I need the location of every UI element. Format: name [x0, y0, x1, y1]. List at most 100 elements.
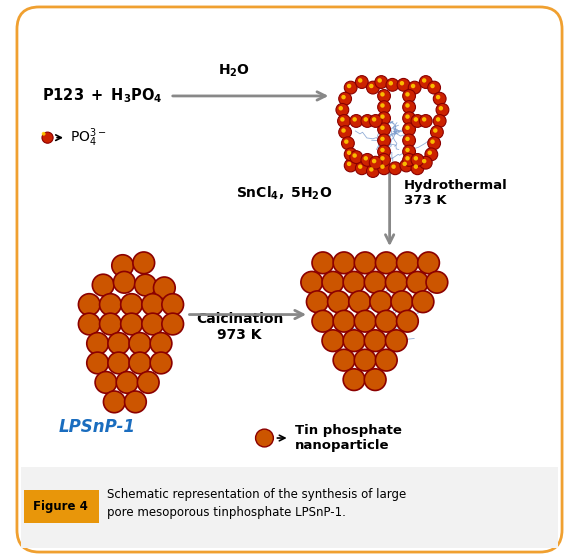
Text: LPSnP-1: LPSnP-1 — [59, 418, 136, 436]
Circle shape — [372, 117, 376, 122]
Circle shape — [369, 84, 373, 88]
FancyBboxPatch shape — [21, 467, 558, 548]
Circle shape — [336, 103, 349, 116]
Circle shape — [358, 164, 362, 169]
Circle shape — [413, 156, 418, 160]
Circle shape — [402, 162, 407, 166]
Circle shape — [431, 126, 444, 139]
Circle shape — [402, 112, 416, 125]
Circle shape — [380, 125, 384, 130]
Circle shape — [412, 291, 434, 312]
Circle shape — [378, 112, 390, 125]
Circle shape — [378, 123, 390, 136]
Circle shape — [430, 139, 435, 144]
Circle shape — [380, 164, 384, 169]
Circle shape — [356, 162, 368, 174]
Circle shape — [411, 115, 424, 127]
Circle shape — [255, 429, 273, 447]
Circle shape — [333, 349, 355, 371]
Circle shape — [375, 252, 397, 274]
Circle shape — [402, 89, 416, 102]
FancyBboxPatch shape — [17, 7, 562, 552]
Circle shape — [378, 78, 382, 83]
Circle shape — [427, 150, 432, 155]
Circle shape — [411, 84, 415, 88]
Circle shape — [369, 115, 382, 127]
Circle shape — [436, 103, 449, 116]
Circle shape — [386, 78, 399, 91]
Circle shape — [100, 293, 121, 315]
Circle shape — [364, 272, 386, 293]
Circle shape — [142, 313, 163, 335]
Circle shape — [439, 106, 443, 111]
Circle shape — [133, 252, 155, 274]
Circle shape — [419, 75, 432, 88]
Circle shape — [389, 81, 393, 86]
Circle shape — [413, 164, 418, 169]
Circle shape — [142, 293, 163, 315]
Circle shape — [428, 81, 441, 94]
Circle shape — [426, 272, 448, 293]
Circle shape — [386, 330, 407, 352]
Circle shape — [350, 115, 362, 127]
Circle shape — [405, 136, 410, 141]
Circle shape — [104, 391, 125, 413]
Circle shape — [380, 92, 384, 97]
Circle shape — [87, 333, 108, 354]
Circle shape — [364, 117, 368, 122]
Circle shape — [354, 310, 376, 332]
Circle shape — [372, 159, 376, 163]
Circle shape — [378, 145, 390, 158]
Circle shape — [339, 92, 351, 105]
Circle shape — [380, 103, 384, 108]
Circle shape — [402, 154, 416, 167]
Circle shape — [342, 137, 354, 150]
Circle shape — [354, 349, 376, 371]
Circle shape — [100, 313, 121, 335]
Circle shape — [312, 252, 334, 274]
Circle shape — [411, 154, 424, 167]
Circle shape — [356, 75, 368, 88]
Text: Schematic representation of the synthesis of large
pore mesoporous tinphosphate : Schematic representation of the synthesi… — [107, 488, 406, 519]
Circle shape — [406, 272, 428, 293]
Circle shape — [341, 128, 346, 132]
Circle shape — [433, 115, 446, 127]
Circle shape — [349, 291, 371, 312]
Circle shape — [380, 148, 384, 152]
Circle shape — [333, 310, 355, 332]
Text: $\mathbf{H_2O}$: $\mathbf{H_2O}$ — [218, 63, 250, 79]
Circle shape — [358, 78, 362, 83]
Circle shape — [341, 95, 346, 100]
Circle shape — [353, 117, 357, 122]
Circle shape — [134, 274, 156, 296]
FancyBboxPatch shape — [24, 490, 98, 523]
Circle shape — [150, 333, 172, 354]
Circle shape — [124, 391, 146, 413]
Circle shape — [162, 293, 184, 315]
Text: $\mathbf{P123\ +\ H_3PO_4}$: $\mathbf{P123\ +\ H_3PO_4}$ — [42, 87, 163, 105]
Circle shape — [350, 151, 362, 164]
Circle shape — [375, 310, 397, 332]
Circle shape — [78, 293, 100, 315]
Circle shape — [312, 310, 334, 332]
Circle shape — [391, 291, 413, 312]
Circle shape — [402, 134, 416, 147]
Circle shape — [400, 81, 404, 86]
Circle shape — [375, 75, 388, 88]
Circle shape — [129, 352, 151, 374]
Circle shape — [108, 333, 130, 354]
Circle shape — [378, 154, 390, 167]
Circle shape — [417, 252, 439, 274]
Circle shape — [343, 272, 365, 293]
Circle shape — [405, 156, 410, 160]
Circle shape — [347, 84, 351, 88]
Circle shape — [422, 78, 426, 83]
Circle shape — [380, 115, 384, 119]
Circle shape — [78, 313, 100, 335]
Circle shape — [301, 272, 323, 293]
Circle shape — [353, 153, 357, 158]
Circle shape — [397, 78, 410, 91]
Circle shape — [402, 123, 416, 136]
Circle shape — [42, 132, 46, 136]
Circle shape — [430, 84, 435, 88]
